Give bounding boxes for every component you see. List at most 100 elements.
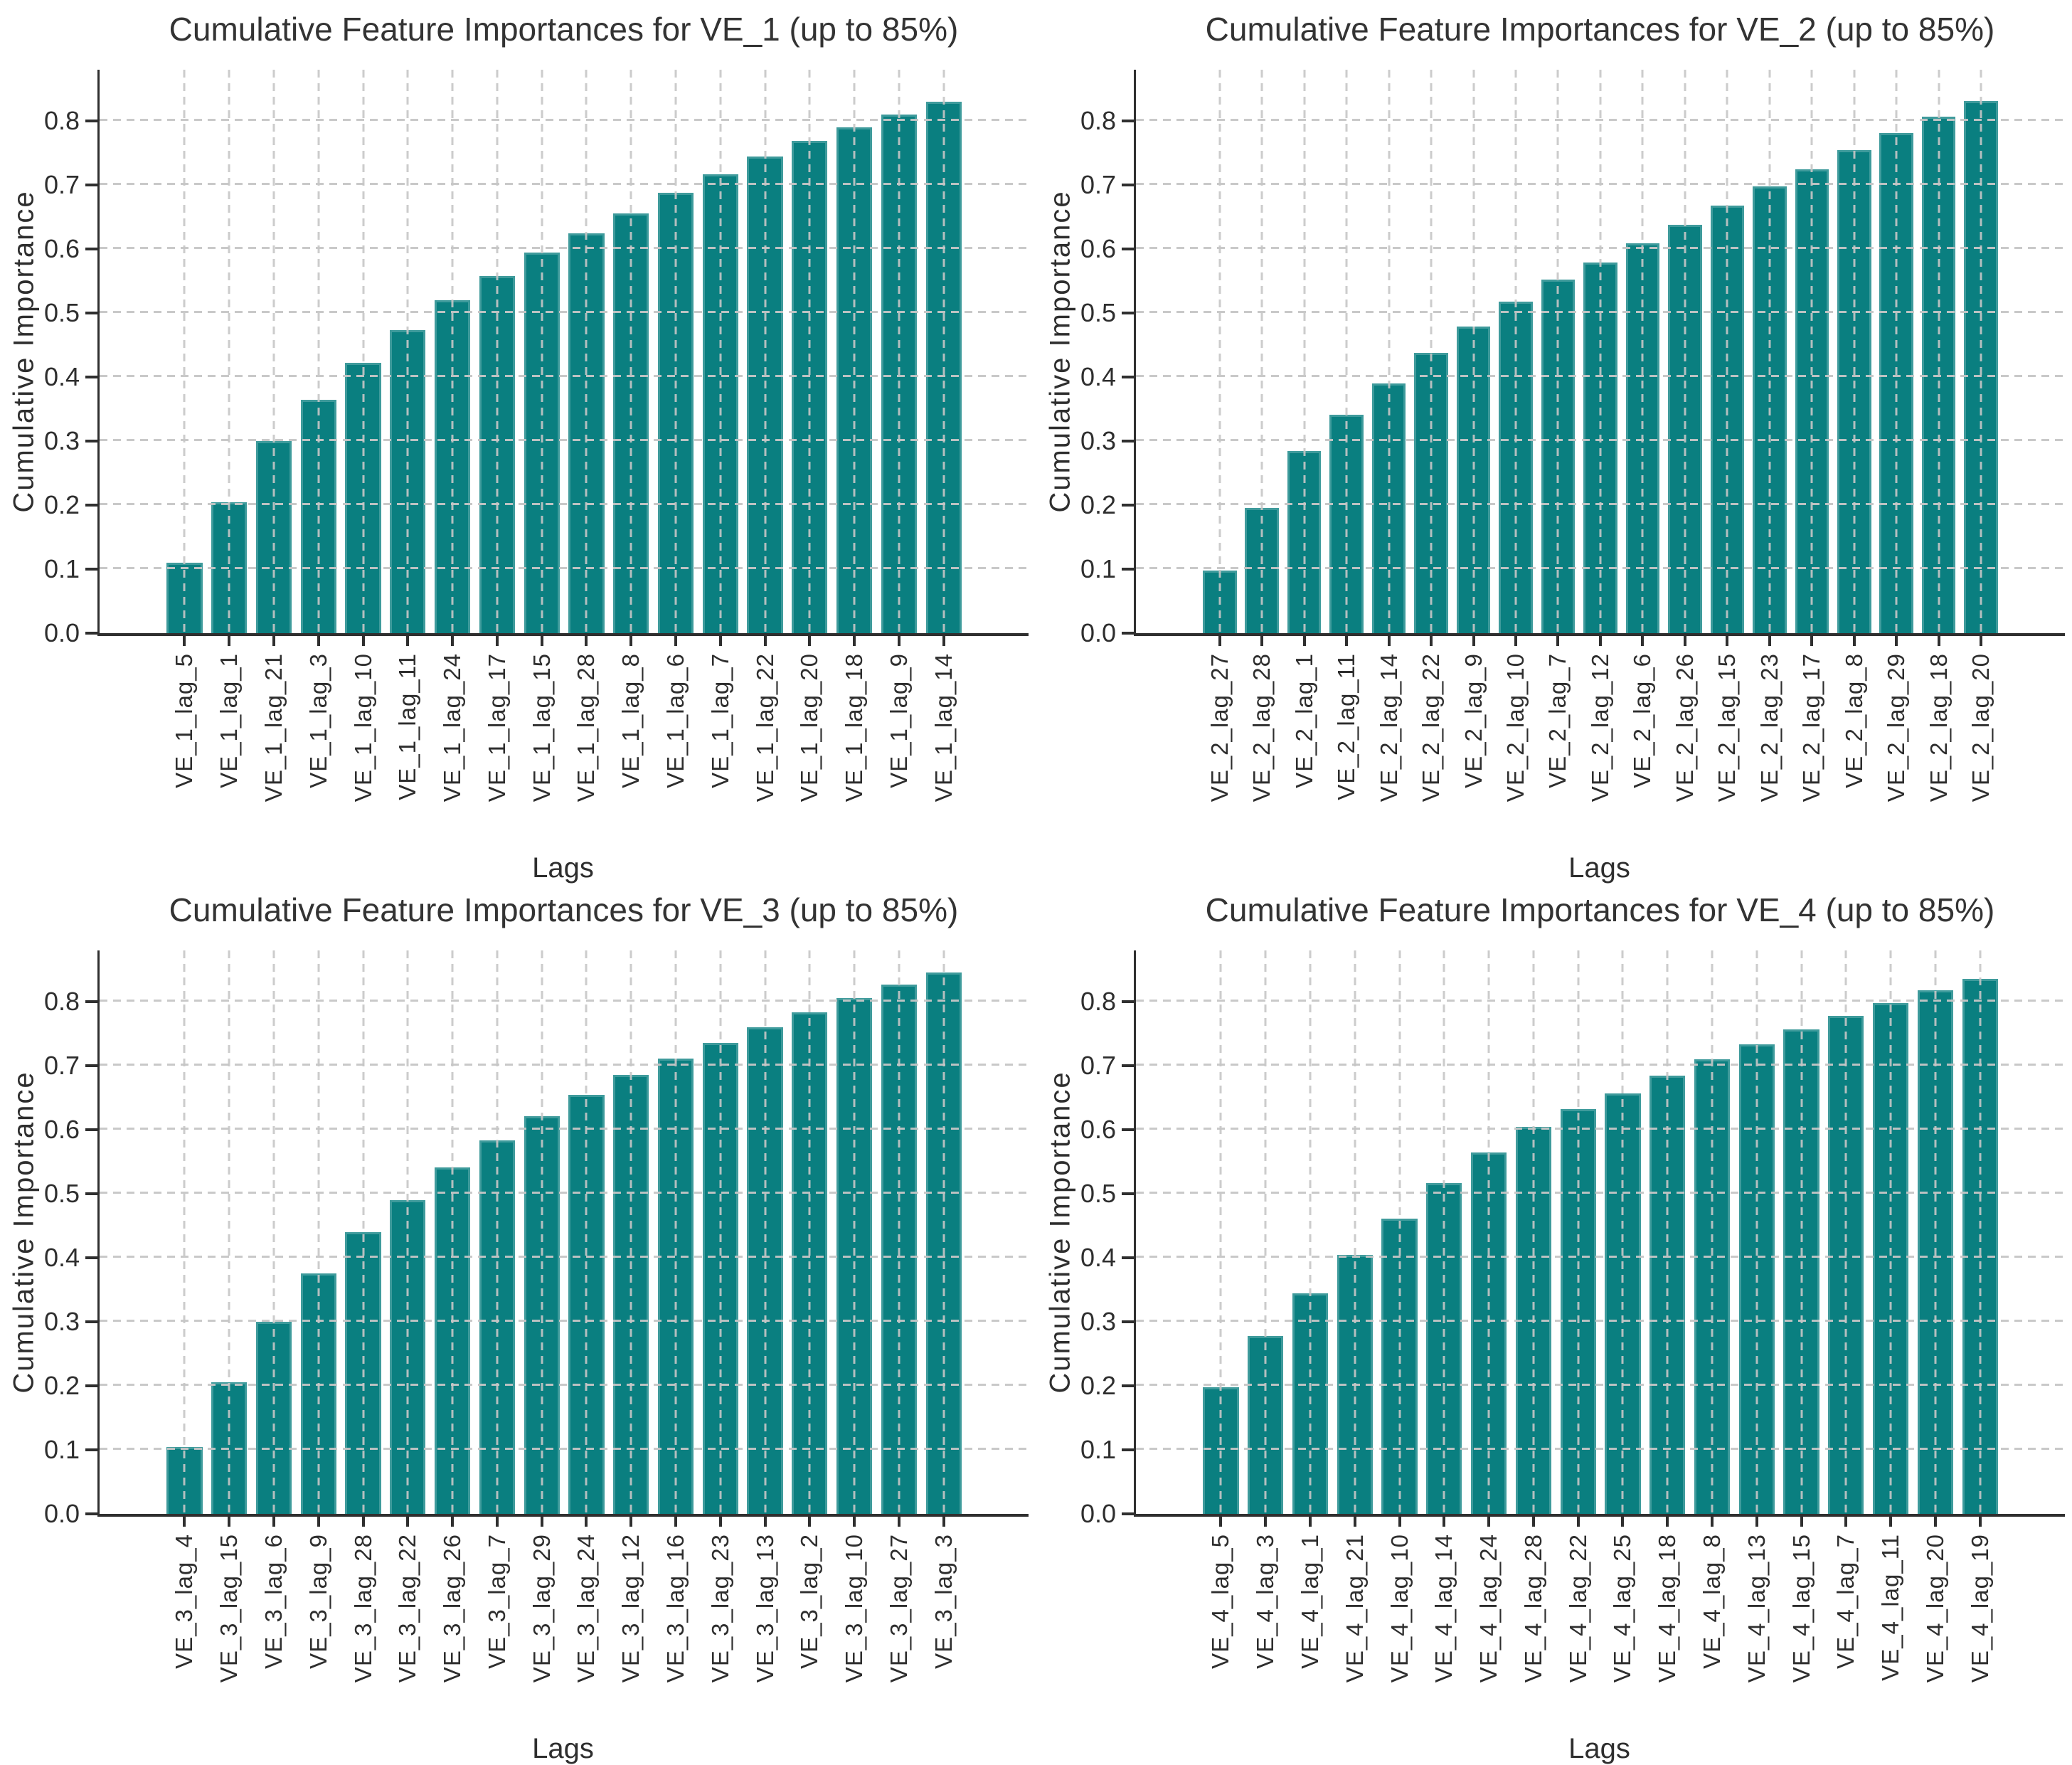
x-tick-mark bbox=[808, 1517, 812, 1527]
y-tick-label: 0.6 bbox=[1080, 1115, 1116, 1144]
y-tick-mark bbox=[85, 376, 97, 378]
bar-slot: VE_1_lag_11 bbox=[386, 70, 430, 800]
x-tick-label: VE_1_lag_5 bbox=[171, 653, 198, 788]
bar bbox=[881, 984, 917, 1514]
bar bbox=[1783, 1029, 1819, 1514]
bar-slot: VE_3_lag_9 bbox=[296, 950, 341, 1669]
bar-slot: VE_2_lag_10 bbox=[1494, 70, 1536, 802]
bar bbox=[1668, 224, 1702, 633]
y-tick-mark bbox=[1122, 184, 1134, 186]
bar-slot: VE_3_lag_2 bbox=[787, 950, 832, 1669]
bar bbox=[1560, 1109, 1596, 1514]
y-tick-label: 0.3 bbox=[43, 426, 80, 455]
bar-slot: VE_4_lag_3 bbox=[1243, 950, 1288, 1669]
bar-slot: VE_4_lag_7 bbox=[1824, 950, 1869, 1669]
bar-slot: VE_4_lag_25 bbox=[1600, 950, 1645, 1682]
v-gridline bbox=[1218, 70, 1221, 633]
plot-area: 0.0 0.1 0.2 0.3 0.4 0.5 0.6 0.7 0.8 VE_1_lag_5 VE_… bbox=[44, 70, 1029, 802]
y-tick-mark bbox=[1122, 248, 1134, 250]
chart-title: Cumulative Feature Importances for VE_1 … bbox=[169, 11, 959, 48]
bar-slot: VE_2_lag_6 bbox=[1622, 70, 1664, 788]
x-tick-label: VE_3_lag_7 bbox=[483, 1534, 510, 1669]
bar bbox=[300, 400, 336, 633]
x-tick-label: VE_3_lag_2 bbox=[796, 1534, 823, 1669]
bar bbox=[702, 1042, 738, 1514]
bar-slot: VE_4_lag_8 bbox=[1690, 950, 1735, 1669]
bar-slot: VE_2_lag_26 bbox=[1664, 70, 1706, 802]
y-tick-label: 0.7 bbox=[1080, 1051, 1116, 1080]
chart-title: Cumulative Feature Importances for VE_3 … bbox=[169, 891, 959, 928]
x-tick-label: VE_3_lag_23 bbox=[706, 1534, 733, 1683]
bar bbox=[1710, 205, 1745, 633]
x-tick-mark bbox=[406, 1517, 410, 1527]
x-tick-label: VE_4_lag_22 bbox=[1564, 1534, 1591, 1683]
bar bbox=[1292, 1293, 1329, 1514]
bar-slot: VE_2_lag_9 bbox=[1452, 70, 1494, 788]
y-tick-label: 0.5 bbox=[1080, 298, 1116, 327]
y-tick-label: 0.1 bbox=[1080, 1435, 1116, 1464]
bar bbox=[479, 1140, 515, 1514]
bar bbox=[702, 174, 738, 633]
x-tick-label: VE_4_lag_19 bbox=[1966, 1534, 1993, 1683]
x-tick-mark bbox=[629, 1517, 633, 1527]
bar-slot: VE_4_lag_13 bbox=[1734, 950, 1779, 1682]
bar bbox=[1371, 383, 1406, 633]
x-tick-label: VE_3_lag_27 bbox=[885, 1534, 912, 1683]
x-tick-label: VE_3_lag_26 bbox=[439, 1534, 466, 1683]
y-tick-mark bbox=[85, 1064, 97, 1067]
x-tick-label: VE_1_lag_7 bbox=[706, 653, 733, 788]
x-tick-mark bbox=[1430, 636, 1433, 646]
bar-slot: VE_1_lag_18 bbox=[832, 70, 877, 802]
y-axis-label: Cumulative Importance bbox=[8, 1071, 40, 1394]
x-tick-mark bbox=[317, 1517, 320, 1527]
bar bbox=[1753, 186, 1787, 633]
x-tick-mark bbox=[1852, 636, 1856, 646]
bar bbox=[881, 115, 917, 633]
x-tick-mark bbox=[1514, 636, 1518, 646]
bar bbox=[345, 1232, 381, 1514]
bar-slot: VE_1_lag_21 bbox=[252, 70, 297, 802]
y-tick-label: 0.7 bbox=[43, 1051, 80, 1080]
bar bbox=[836, 127, 873, 633]
y-tick-mark bbox=[85, 568, 97, 571]
bar-slot: VE_3_lag_6 bbox=[252, 950, 297, 1669]
bar-slot: VE_3_lag_7 bbox=[474, 950, 519, 1669]
bar-slot: VE_4_lag_28 bbox=[1511, 950, 1556, 1682]
x-tick-mark bbox=[272, 636, 275, 646]
y-axis-label: Cumulative Importance bbox=[1044, 190, 1076, 513]
plot-area: 0.0 0.1 0.2 0.3 0.4 0.5 0.6 0.7 0.8 VE_3_lag_4 VE_… bbox=[44, 950, 1029, 1682]
x-tick-label: VE_1_lag_8 bbox=[617, 653, 644, 788]
x-tick-label: VE_2_lag_6 bbox=[1629, 653, 1656, 788]
bar-slot: VE_4_lag_15 bbox=[1779, 950, 1824, 1682]
x-tick-mark bbox=[1710, 1517, 1714, 1527]
bar bbox=[1499, 301, 1533, 633]
x-tick-mark bbox=[183, 1517, 186, 1527]
x-tick-label: VE_4_lag_14 bbox=[1430, 1534, 1457, 1683]
y-tick-label: 0.5 bbox=[43, 298, 80, 327]
y-tick-label: 0.3 bbox=[1080, 1307, 1116, 1336]
v-gridline bbox=[183, 950, 186, 1514]
y-tick-label: 0.4 bbox=[1080, 362, 1116, 391]
y-tick-label: 0.8 bbox=[1080, 987, 1116, 1016]
bar-slot: VE_1_lag_7 bbox=[698, 70, 743, 788]
bar bbox=[568, 233, 605, 633]
bar-slot: VE_4_lag_14 bbox=[1422, 950, 1467, 1682]
y-tick-mark bbox=[1122, 568, 1134, 571]
bar bbox=[211, 1382, 248, 1514]
x-tick-mark bbox=[1264, 1517, 1268, 1527]
bars-area: VE_2_lag_27 VE_2_lag_28 VE_2_lag_1 VE_2_lag… bbox=[1199, 70, 2002, 802]
bar-slot: VE_3_lag_16 bbox=[654, 950, 698, 1682]
bar bbox=[747, 1027, 783, 1514]
x-tick-label: VE_4_lag_5 bbox=[1207, 1534, 1234, 1669]
x-tick-mark bbox=[1487, 1517, 1491, 1527]
y-tick-label: 0.1 bbox=[43, 1435, 80, 1464]
x-tick-label: VE_4_lag_18 bbox=[1654, 1534, 1681, 1683]
bar-slot: VE_1_lag_14 bbox=[921, 70, 966, 802]
x-tick-label: VE_4_lag_7 bbox=[1832, 1534, 1859, 1669]
bar bbox=[1248, 1335, 1284, 1514]
x-tick-mark bbox=[942, 636, 945, 646]
bar-slot: VE_3_lag_28 bbox=[341, 950, 386, 1682]
y-tick-mark bbox=[1122, 1320, 1134, 1323]
bar bbox=[1202, 570, 1237, 633]
x-tick-mark bbox=[228, 1517, 231, 1527]
